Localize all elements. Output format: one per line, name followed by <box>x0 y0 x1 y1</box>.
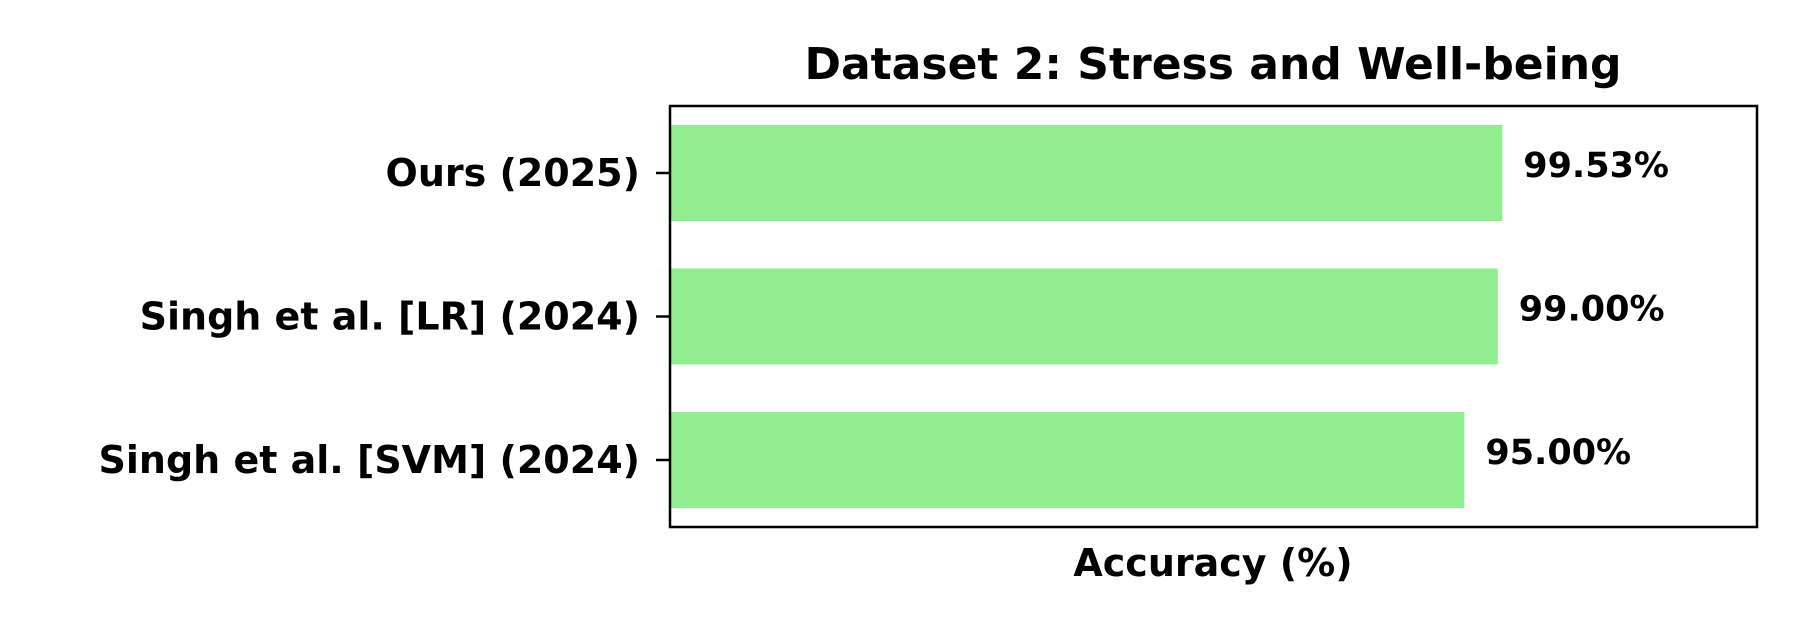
labels-layer: Ours (2025) 99.53% Singh et al. [LR] (2024… <box>99 146 1669 482</box>
value-label-2: 95.00% <box>1485 433 1631 473</box>
x-axis-label: Accuracy (%) <box>1073 541 1352 585</box>
value-label-0: 99.53% <box>1523 146 1669 186</box>
bar-2 <box>670 412 1465 508</box>
y-tick-label-2: Singh et al. [SVM] (2024) <box>99 438 640 482</box>
value-label-1: 99.00% <box>1519 290 1665 330</box>
bar-1 <box>670 268 1498 365</box>
bar-0 <box>670 125 1503 221</box>
bars-layer <box>670 125 1503 508</box>
chart-title: Dataset 2: Stress and Well-being <box>804 39 1621 90</box>
y-tick-label-1: Singh et al. [LR] (2024) <box>140 295 640 339</box>
y-tick-label-0: Ours (2025) <box>386 151 640 195</box>
plot-frame <box>668 104 1759 529</box>
